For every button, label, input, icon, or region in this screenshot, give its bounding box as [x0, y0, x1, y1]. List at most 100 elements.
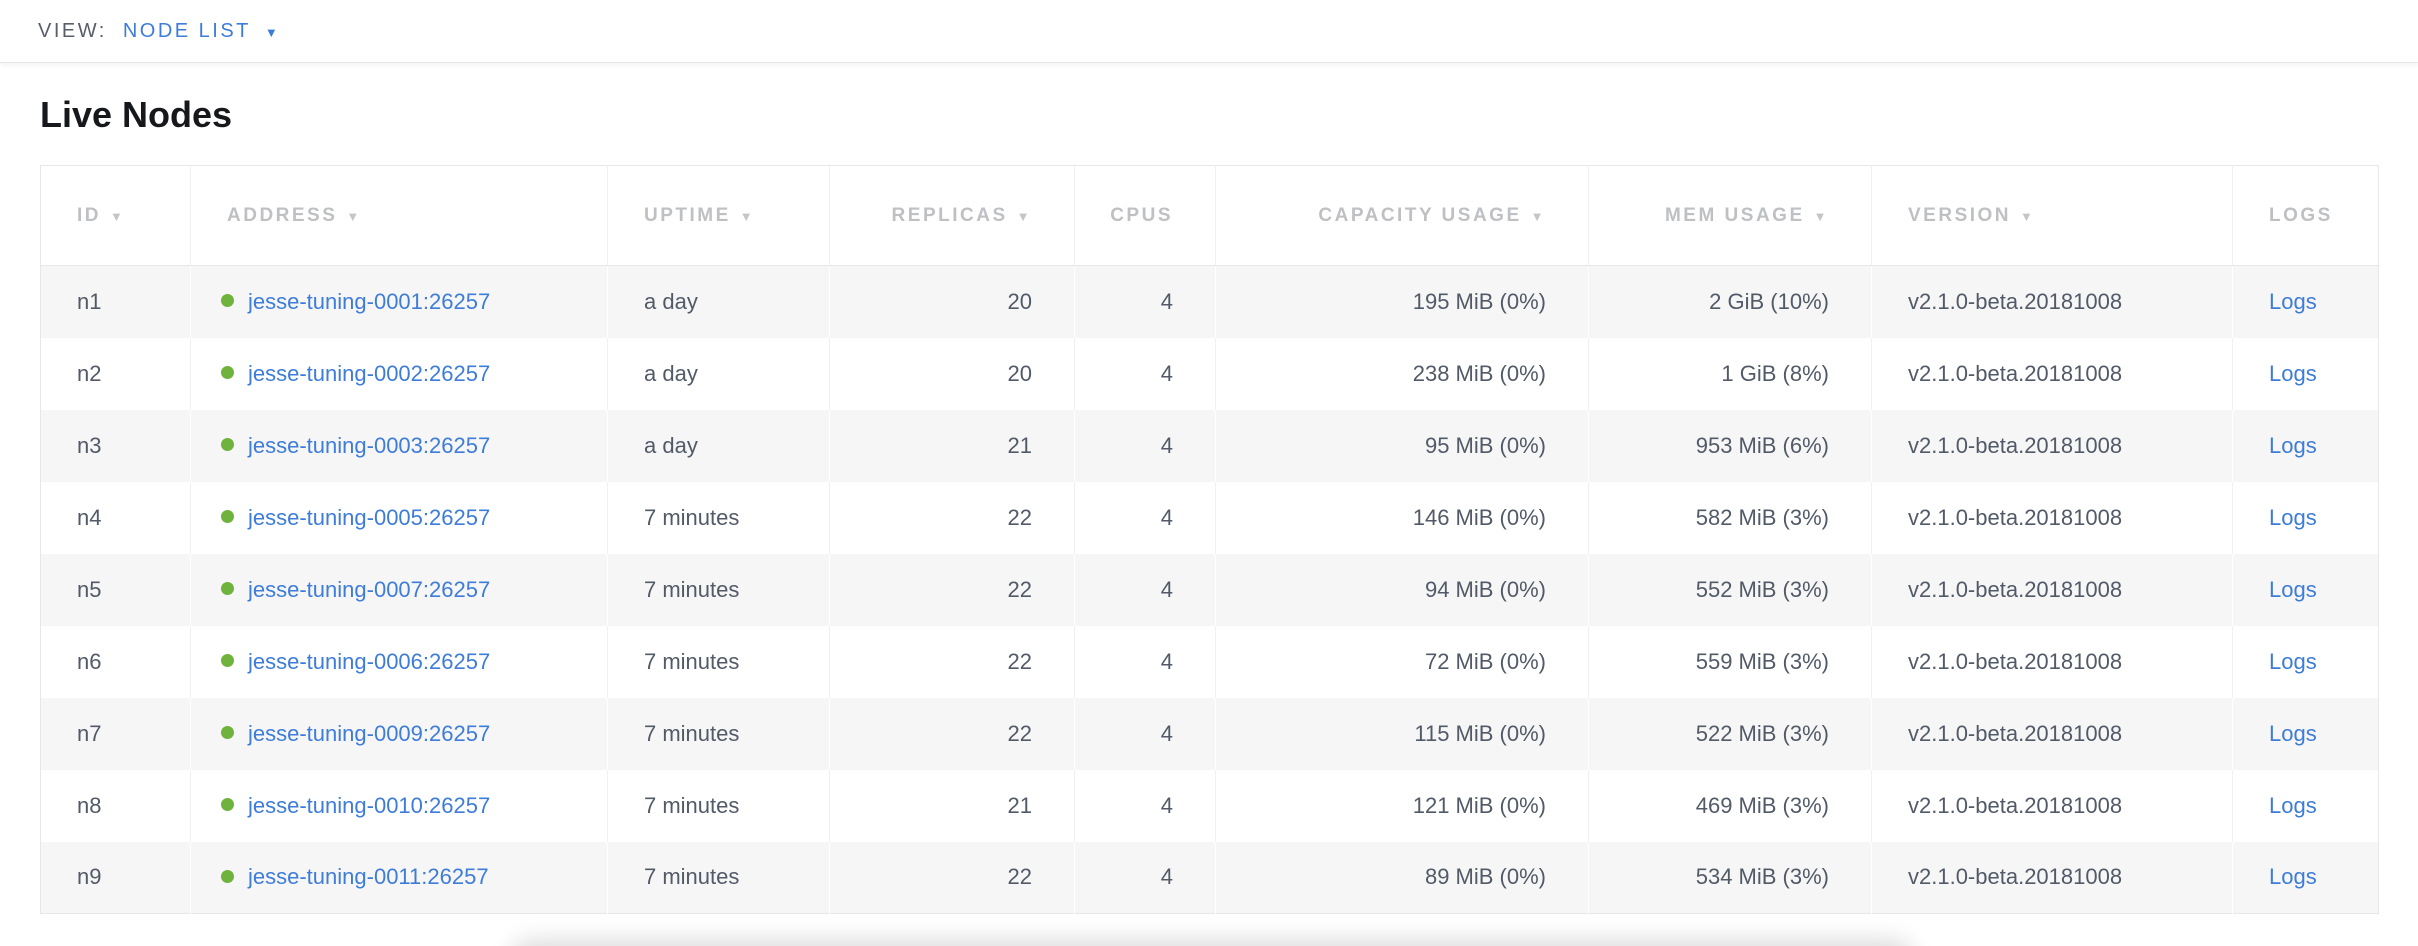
cell-replicas: 22	[829, 841, 1075, 914]
cell-mem_usage: 559 MiB (3%)	[1588, 625, 1872, 698]
logs-link[interactable]: Logs	[2269, 648, 2317, 674]
cell-uptime: a day	[607, 409, 830, 482]
cell-id: n4	[40, 481, 191, 554]
column-label: UPTIME	[644, 204, 731, 226]
column-header-uptime[interactable]: UPTIME ▼	[607, 165, 830, 266]
logs-link[interactable]: Logs	[2269, 576, 2317, 602]
cell-capacity_usage: 94 MiB (0%)	[1215, 553, 1589, 626]
table-row: n3 jesse-tuning-0003:26257 a day 21 4 95 MiB …	[40, 409, 2379, 482]
cell-uptime: 7 minutes	[607, 481, 830, 554]
column-label: LOGS	[2269, 204, 2333, 226]
table-row: n2 jesse-tuning-0002:26257 a day 20 4 238 MiB…	[40, 337, 2379, 410]
table-body: n1 jesse-tuning-0001:26257 a day 20 4 195 MiB…	[40, 265, 2379, 914]
node-address-link[interactable]: jesse-tuning-0009:26257	[248, 720, 491, 746]
column-label: ADDRESS	[227, 204, 338, 226]
cell-logs: Logs	[2233, 626, 2379, 698]
cell-version: v2.1.0-beta.20181008	[1871, 553, 2233, 626]
cell-cpus: 4	[1074, 841, 1216, 914]
cell-version: v2.1.0-beta.20181008	[1871, 409, 2233, 482]
column-header-id[interactable]: ID ▼	[40, 165, 191, 266]
table-row: n1 jesse-tuning-0001:26257 a day 20 4 195 MiB…	[40, 265, 2379, 338]
node-live-status-icon	[221, 798, 234, 812]
column-label: MEM USAGE	[1664, 204, 1805, 226]
cell-mem_usage: 534 MiB (3%)	[1588, 841, 1872, 914]
cell-uptime: 7 minutes	[607, 841, 830, 914]
cell-replicas: 22	[829, 625, 1075, 698]
logs-link[interactable]: Logs	[2269, 720, 2317, 746]
logs-link[interactable]: Logs	[2269, 288, 2317, 314]
cell-capacity_usage: 146 MiB (0%)	[1215, 481, 1589, 554]
cell-mem_usage: 1 GiB (8%)	[1588, 337, 1872, 410]
cell-uptime: a day	[607, 337, 830, 410]
cell-replicas: 20	[829, 265, 1075, 338]
cell-uptime: 7 minutes	[607, 697, 830, 770]
node-address-link[interactable]: jesse-tuning-0005:26257	[248, 504, 491, 530]
cell-logs: Logs	[2233, 554, 2379, 626]
column-header-logs: LOGS	[2232, 165, 2379, 266]
cell-mem_usage: 552 MiB (3%)	[1588, 553, 1872, 626]
logs-link[interactable]: Logs	[2269, 432, 2317, 458]
page-title: Live Nodes	[40, 94, 233, 135]
main-content: Live Nodes ID ▼ ADDRESS ▼ UPTIME ▼ REPLICAS ▼ CP…	[0, 94, 2418, 914]
view-dropdown[interactable]: NODE LIST ▼	[123, 20, 278, 43]
table-header-row: ID ▼ ADDRESS ▼ UPTIME ▼ REPLICAS ▼ CPUS CAPACITY …	[40, 165, 2379, 266]
node-address-link[interactable]: jesse-tuning-0011:26257	[248, 864, 489, 890]
column-header-mem_usage[interactable]: MEM USAGE ▼	[1588, 165, 1872, 266]
logs-link[interactable]: Logs	[2269, 864, 2317, 890]
column-label: REPLICAS	[891, 204, 1008, 226]
cell-id: n3	[40, 409, 191, 482]
node-live-status-icon	[221, 654, 234, 668]
cell-logs: Logs	[2233, 482, 2379, 554]
cell-capacity_usage: 95 MiB (0%)	[1215, 409, 1589, 482]
table-row: n5 jesse-tuning-0007:26257 7 minutes 22 4 94 …	[40, 553, 2379, 626]
column-header-replicas[interactable]: REPLICAS ▼	[829, 165, 1075, 266]
cell-id: n9	[40, 841, 191, 914]
cell-uptime: 7 minutes	[607, 625, 830, 698]
cell-mem_usage: 522 MiB (3%)	[1588, 697, 1872, 770]
node-address-link[interactable]: jesse-tuning-0010:26257	[248, 792, 491, 818]
node-address-link[interactable]: jesse-tuning-0007:26257	[248, 576, 491, 602]
cell-version: v2.1.0-beta.20181008	[1871, 265, 2233, 338]
cell-capacity_usage: 89 MiB (0%)	[1215, 841, 1589, 914]
cell-cpus: 4	[1074, 625, 1216, 698]
cell-version: v2.1.0-beta.20181008	[1871, 697, 2233, 770]
cell-replicas: 22	[829, 553, 1075, 626]
node-address-link[interactable]: jesse-tuning-0001:26257	[248, 288, 491, 314]
cell-capacity_usage: 121 MiB (0%)	[1215, 769, 1589, 842]
cell-uptime: a day	[607, 265, 830, 338]
node-live-status-icon	[221, 438, 234, 452]
table-row: n6 jesse-tuning-0006:26257 7 minutes 22 4 72 …	[40, 625, 2379, 698]
column-header-capacity_usage[interactable]: CAPACITY USAGE ▼	[1215, 165, 1589, 266]
cell-address: jesse-tuning-0003:26257	[190, 409, 608, 482]
logs-link[interactable]: Logs	[2269, 792, 2317, 818]
cell-address: jesse-tuning-0005:26257	[190, 481, 608, 554]
cell-mem_usage: 2 GiB (10%)	[1588, 265, 1872, 338]
cell-capacity_usage: 72 MiB (0%)	[1215, 625, 1589, 698]
sort-descending-icon: ▼	[2020, 208, 2036, 224]
sort-descending-icon: ▼	[110, 208, 126, 224]
cell-id: n1	[40, 265, 191, 338]
sort-descending-icon: ▼	[1813, 208, 1829, 224]
column-label: ID	[77, 204, 101, 226]
cell-cpus: 4	[1074, 481, 1216, 554]
cell-address: jesse-tuning-0002:26257	[190, 337, 608, 410]
cell-logs: Logs	[2233, 266, 2379, 338]
view-switcher-bar: VIEW: NODE LIST ▼	[0, 0, 2418, 63]
view-dropdown-value: NODE LIST	[122, 19, 251, 42]
node-address-link[interactable]: jesse-tuning-0006:26257	[248, 648, 491, 674]
cell-id: n2	[40, 337, 191, 410]
node-live-status-icon	[221, 582, 234, 596]
cell-logs: Logs	[2233, 338, 2379, 410]
node-address-link[interactable]: jesse-tuning-0002:26257	[248, 360, 491, 386]
node-address-link[interactable]: jesse-tuning-0003:26257	[248, 432, 491, 458]
cell-cpus: 4	[1074, 409, 1216, 482]
column-header-version[interactable]: VERSION ▼	[1871, 165, 2233, 266]
cell-address: jesse-tuning-0006:26257	[190, 625, 608, 698]
logs-link[interactable]: Logs	[2269, 360, 2317, 386]
column-header-address[interactable]: ADDRESS ▼	[190, 165, 608, 266]
sort-descending-icon: ▼	[346, 208, 362, 224]
cell-version: v2.1.0-beta.20181008	[1871, 769, 2233, 842]
logs-link[interactable]: Logs	[2269, 504, 2317, 530]
chevron-down-icon: ▼	[264, 24, 278, 40]
cell-mem_usage: 582 MiB (3%)	[1588, 481, 1872, 554]
